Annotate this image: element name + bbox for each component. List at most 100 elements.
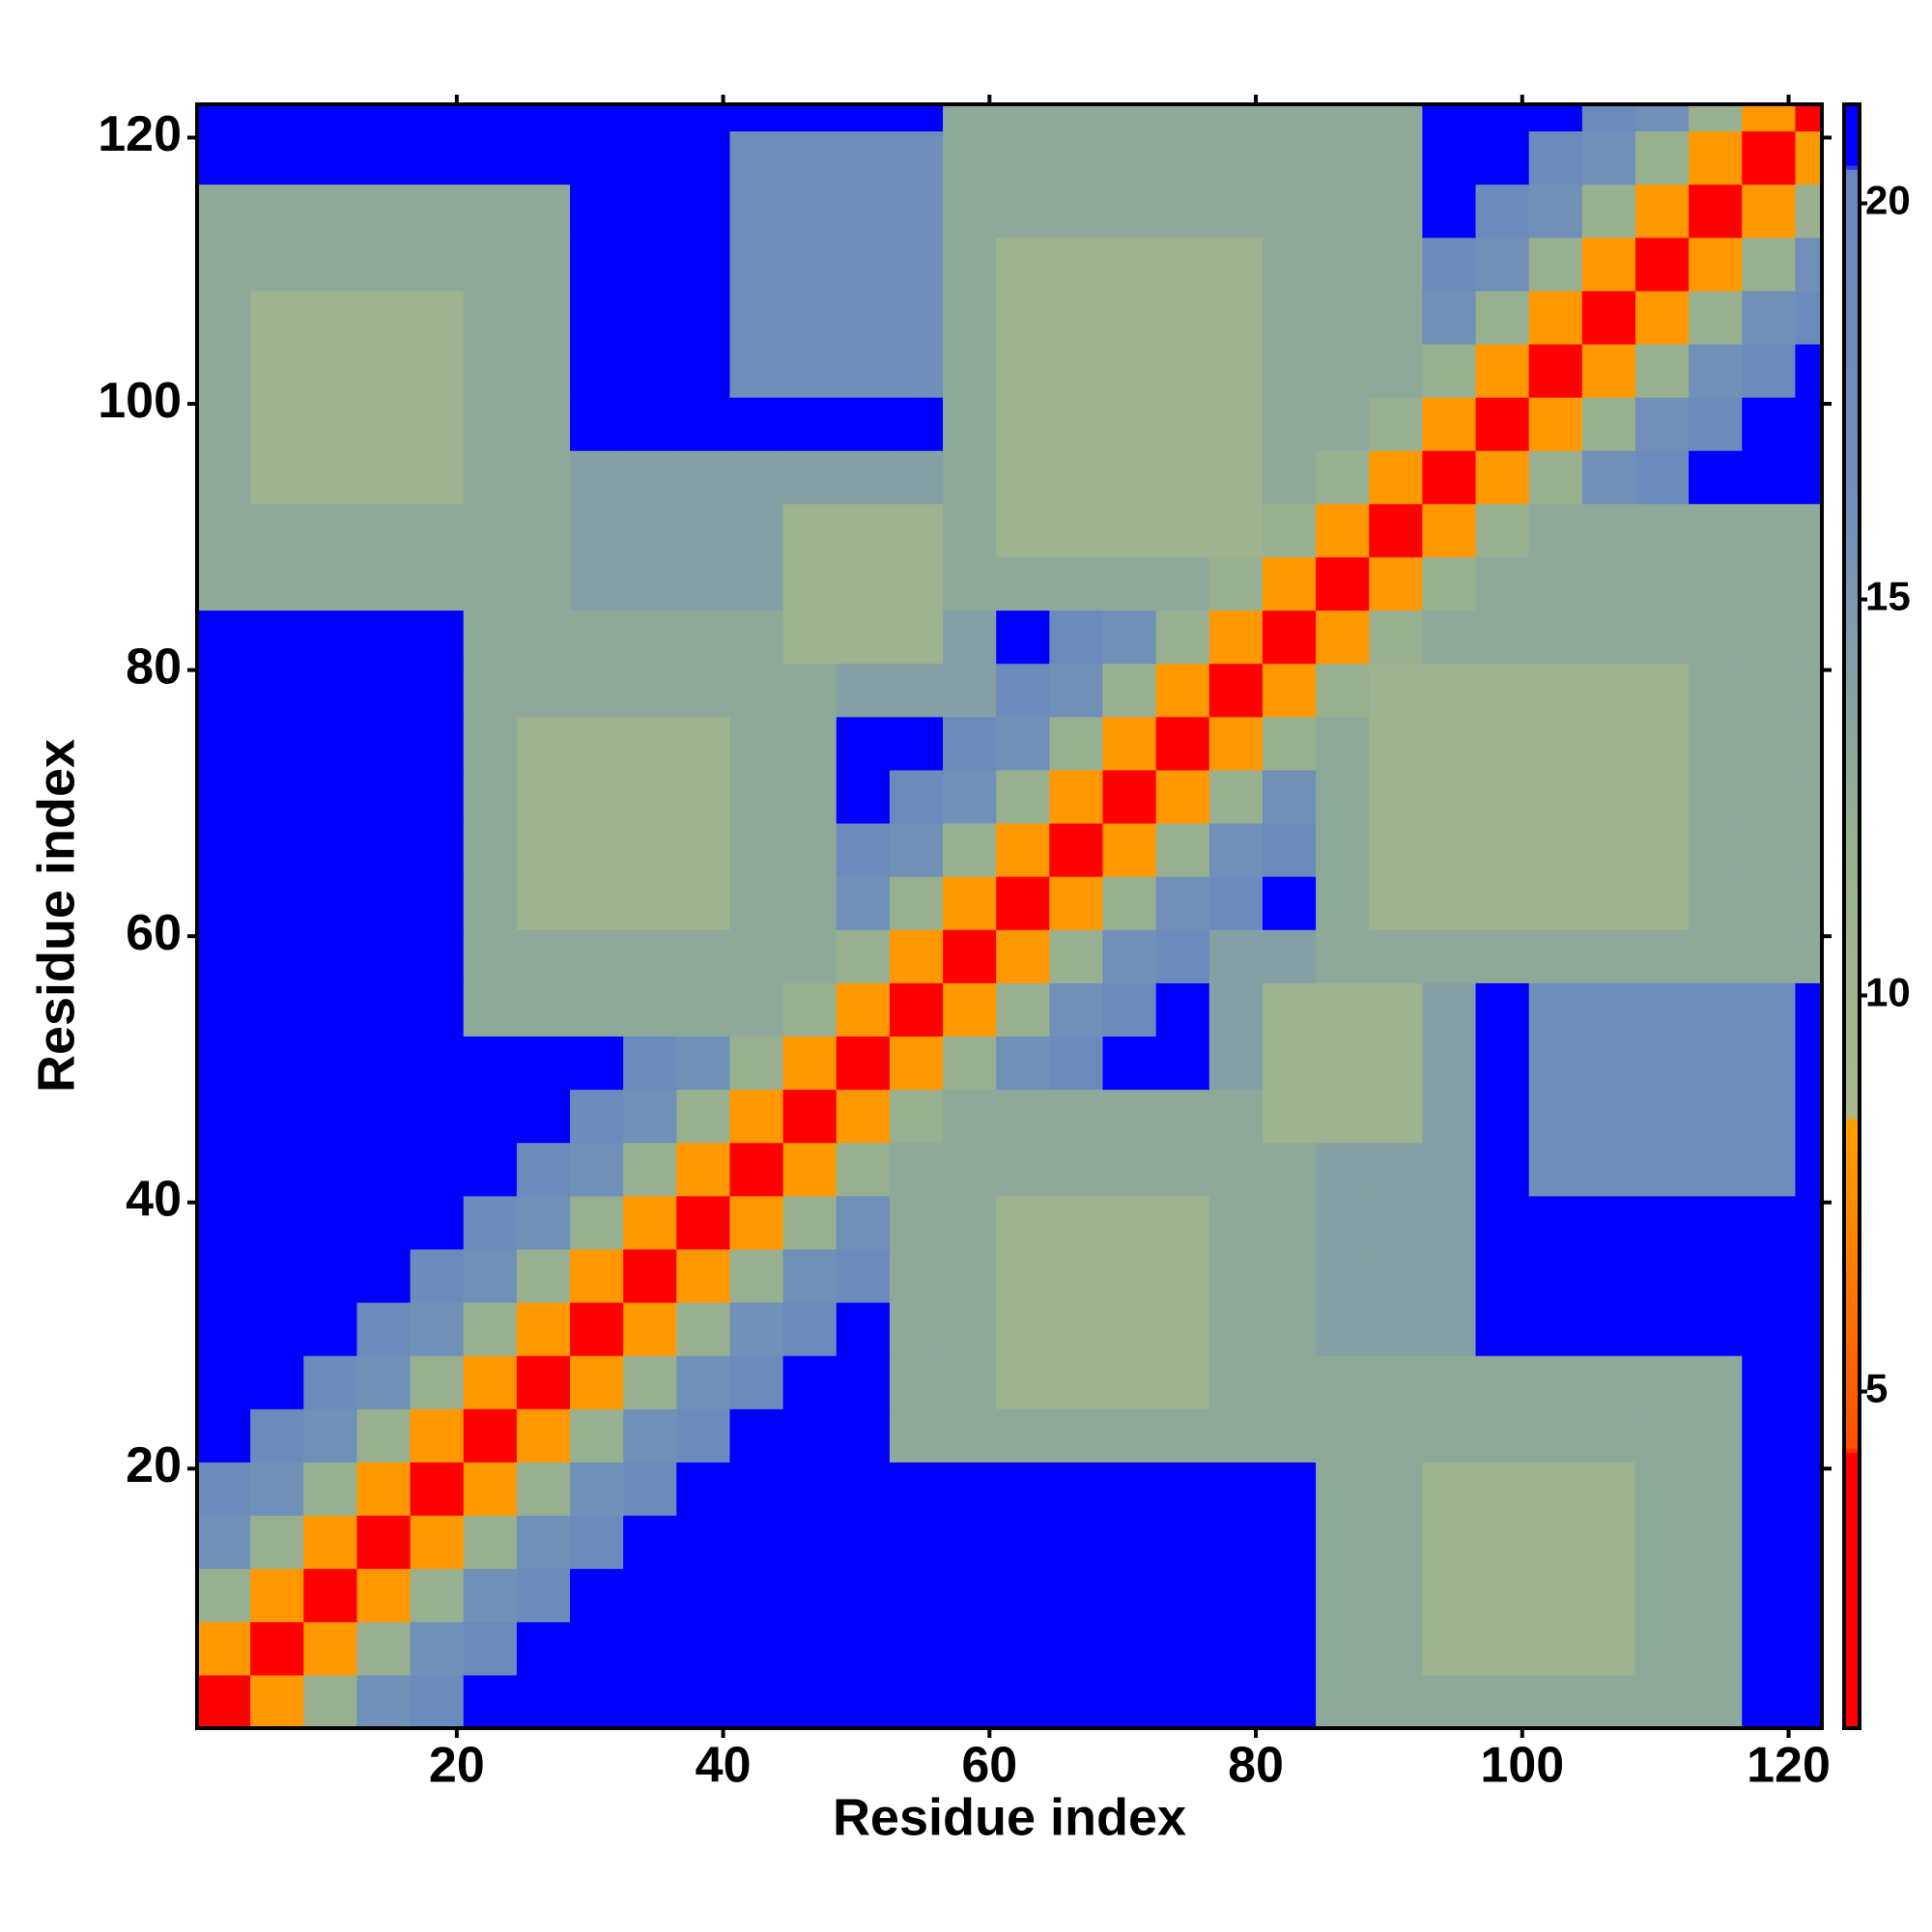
colorbar-segment <box>1844 400 1860 406</box>
colorbar-segment <box>1844 810 1860 816</box>
colorbar-segment <box>1844 1236 1860 1242</box>
heatmap-cell <box>1155 556 1210 611</box>
heatmap-cell <box>1581 1568 1636 1623</box>
heatmap-cell <box>516 1674 571 1729</box>
heatmap-cell <box>889 1355 944 1409</box>
heatmap-cell <box>1155 610 1210 665</box>
heatmap-cell <box>1795 769 1823 824</box>
colorbar-segment <box>1844 838 1860 844</box>
heatmap-cell <box>1316 1515 1370 1570</box>
heatmap-cell <box>1155 982 1210 1037</box>
heatmap-cell <box>1155 929 1210 983</box>
heatmap-cell <box>1316 1089 1370 1144</box>
colorbar-segment <box>1844 1537 1860 1543</box>
colorbar-segment <box>1844 1480 1860 1486</box>
colorbar-segment <box>1844 1183 1860 1189</box>
heatmap-cell <box>1742 1355 1796 1409</box>
colorbar-segment <box>1844 392 1860 398</box>
heatmap-cell <box>1634 1036 1690 1091</box>
heatmap-cell <box>1475 1302 1530 1356</box>
colorbar-segment <box>1844 1428 1860 1433</box>
heatmap-cell <box>1208 290 1264 345</box>
heatmap-cell <box>356 397 412 451</box>
heatmap-cell <box>1102 1568 1157 1623</box>
x-tick-label: 40 <box>696 1738 752 1794</box>
heatmap-cell <box>1528 769 1583 824</box>
heatmap-cell <box>1795 823 1823 877</box>
heatmap-cell <box>463 610 518 665</box>
heatmap-cell <box>943 876 997 930</box>
colorbar-segment <box>1844 457 1860 463</box>
heatmap-cell <box>1689 397 1743 451</box>
heatmap-cell <box>463 397 518 451</box>
heatmap-cell <box>1208 716 1264 771</box>
heatmap-cell <box>356 929 412 983</box>
heatmap-cell <box>676 823 730 877</box>
heatmap-cell <box>356 104 412 132</box>
heatmap-cell <box>1155 1462 1210 1517</box>
heatmap-cell <box>1581 716 1636 771</box>
heatmap-cell <box>410 1674 465 1729</box>
heatmap-cell <box>1208 556 1264 611</box>
heatmap-cell <box>782 130 838 185</box>
heatmap-cell <box>729 1089 784 1144</box>
heatmap-cell <box>356 184 412 239</box>
colorbar-segment <box>1844 1176 1860 1181</box>
heatmap-cell <box>1316 1302 1370 1356</box>
colorbar-segment <box>1844 1041 1860 1047</box>
heatmap-cell <box>516 1462 571 1517</box>
colorbar-segment <box>1844 380 1860 385</box>
colorbar-segment <box>1844 217 1860 223</box>
colorbar-segment <box>1844 298 1860 304</box>
colorbar-segment <box>1844 1098 1860 1104</box>
heatmap-cell <box>1581 397 1636 451</box>
heatmap-cell <box>1262 610 1317 665</box>
colorbar-segment <box>1844 814 1860 820</box>
heatmap-cell <box>1581 1355 1636 1409</box>
colorbar-segment <box>1844 1054 1860 1060</box>
colorbar-segment <box>1844 1305 1860 1311</box>
heatmap-cell <box>729 184 784 239</box>
heatmap-cell <box>463 1302 518 1356</box>
heatmap-cell <box>623 237 677 292</box>
heatmap-cell <box>516 1515 571 1570</box>
heatmap-cell <box>197 1089 251 1144</box>
heatmap-cell <box>836 1621 891 1676</box>
heatmap-cell <box>623 982 677 1037</box>
colorbar-segment <box>1844 270 1860 276</box>
colorbar-segment <box>1844 1264 1860 1270</box>
heatmap-cell <box>943 929 997 983</box>
heatmap-cell <box>250 237 304 292</box>
heatmap-cell <box>1742 716 1796 771</box>
heatmap-cell <box>1049 610 1104 665</box>
heatmap-cell <box>623 1462 677 1517</box>
heatmap-cell <box>1475 104 1530 132</box>
heatmap-cell <box>1369 929 1423 983</box>
colorbar-segment <box>1844 859 1860 865</box>
heatmap-cell <box>1102 1621 1157 1676</box>
colorbar-segment <box>1844 547 1860 552</box>
heatmap-cell <box>250 876 304 930</box>
heatmap-cell <box>1102 104 1157 132</box>
heatmap-cell <box>1689 344 1743 398</box>
heatmap-cell <box>1262 1621 1317 1676</box>
heatmap-cell <box>1102 1248 1157 1303</box>
heatmap-cell <box>1102 610 1157 665</box>
heatmap-cell <box>1475 982 1530 1037</box>
colorbar-segment <box>1844 1671 1860 1676</box>
colorbar-segment <box>1844 165 1860 170</box>
heatmap-cell <box>1742 1568 1796 1623</box>
colorbar-segment <box>1844 469 1860 475</box>
colorbar-segment <box>1844 603 1860 609</box>
colorbar-tick-label: 20 <box>1865 178 1911 223</box>
colorbar-segment <box>1844 477 1860 483</box>
heatmap-cell <box>1208 184 1264 239</box>
heatmap-cell <box>1369 104 1423 132</box>
colorbar-segment <box>1844 664 1860 669</box>
colorbar-segment <box>1844 149 1860 155</box>
heatmap-cell <box>889 769 944 824</box>
heatmap-cell <box>463 1142 518 1197</box>
heatmap-cell <box>1316 397 1370 451</box>
heatmap-cell <box>570 929 624 983</box>
colorbar-segment <box>1844 1122 1860 1128</box>
